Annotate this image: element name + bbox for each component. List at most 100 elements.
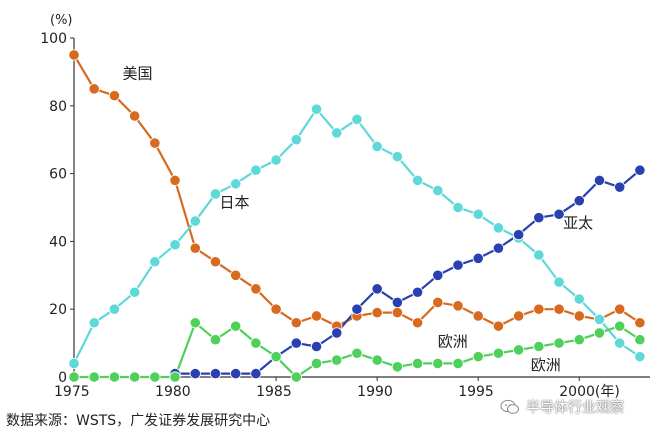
source-note: 数据来源：WSTS，广发证券发展研究中心 bbox=[6, 413, 271, 429]
data-point-1 bbox=[411, 174, 424, 186]
data-point-0 bbox=[290, 317, 302, 329]
data-point-2 bbox=[331, 327, 343, 339]
data-point-2 bbox=[230, 368, 242, 380]
data-point-0 bbox=[614, 303, 626, 315]
data-point-2 bbox=[513, 229, 525, 241]
data-point-2 bbox=[533, 212, 545, 224]
y-tick-label: 20 bbox=[49, 302, 67, 318]
data-point-0 bbox=[189, 242, 201, 254]
data-point-1 bbox=[371, 140, 383, 153]
data-point-1 bbox=[533, 249, 545, 261]
data-point-0 bbox=[391, 306, 403, 319]
data-point-1 bbox=[553, 276, 565, 288]
wechat-icon bbox=[500, 399, 519, 414]
data-point-0 bbox=[513, 310, 525, 322]
watermark-text: 半导体行业观察 bbox=[526, 400, 624, 416]
data-point-0 bbox=[492, 320, 505, 332]
x-tick-label: 1990 bbox=[357, 384, 393, 400]
data-point-1 bbox=[169, 239, 181, 251]
data-point-0 bbox=[533, 303, 545, 315]
data-point-1 bbox=[149, 256, 161, 268]
data-point-3 bbox=[573, 334, 585, 346]
data-point-2 bbox=[209, 368, 222, 380]
x-tick-label: 1975 bbox=[54, 384, 90, 400]
data-point-1 bbox=[129, 286, 141, 298]
series-label: 欧洲 bbox=[531, 356, 561, 374]
data-point-3 bbox=[189, 317, 201, 329]
data-point-1 bbox=[472, 208, 484, 220]
x-tick-label: 1980 bbox=[155, 384, 191, 400]
data-point-2 bbox=[593, 174, 606, 186]
data-point-3 bbox=[230, 320, 242, 332]
data-point-0 bbox=[310, 310, 323, 322]
data-point-2 bbox=[310, 340, 323, 353]
data-point-2 bbox=[189, 368, 201, 380]
series-label: 亚太 bbox=[563, 214, 593, 232]
data-point-1 bbox=[88, 317, 100, 329]
data-point-3 bbox=[533, 340, 545, 353]
data-point-1 bbox=[331, 127, 343, 139]
data-point-0 bbox=[129, 110, 141, 122]
data-point-2 bbox=[573, 195, 585, 207]
data-point-3 bbox=[472, 351, 484, 363]
y-tick-label: 60 bbox=[49, 167, 67, 183]
data-point-1 bbox=[573, 293, 585, 305]
data-point-1 bbox=[250, 164, 262, 176]
x-tick-label: 2000(年) bbox=[559, 384, 620, 400]
data-point-1 bbox=[634, 351, 646, 363]
data-point-3 bbox=[270, 351, 282, 363]
data-point-0 bbox=[149, 137, 161, 149]
data-point-2 bbox=[351, 303, 363, 315]
chart-axes: 0 20 40 60 80 100 (%) 1975 1980 1985 1990 1995 2000(… bbox=[40, 13, 650, 400]
data-point-2 bbox=[391, 296, 403, 309]
data-point-3 bbox=[614, 320, 626, 332]
data-point-1 bbox=[351, 113, 363, 125]
data-point-3 bbox=[553, 337, 565, 349]
data-point-1 bbox=[452, 201, 464, 214]
data-point-0 bbox=[88, 83, 100, 95]
data-point-0 bbox=[432, 296, 444, 309]
data-point-3 bbox=[411, 357, 424, 370]
data-point-0 bbox=[553, 303, 565, 315]
data-point-3 bbox=[432, 357, 444, 370]
data-point-3 bbox=[88, 371, 100, 383]
data-point-3 bbox=[149, 371, 161, 383]
data-point-1 bbox=[432, 184, 444, 197]
data-point-3 bbox=[310, 357, 323, 370]
data-point-3 bbox=[634, 334, 646, 346]
data-point-0 bbox=[411, 317, 424, 329]
data-point-2 bbox=[553, 208, 565, 220]
data-point-2 bbox=[452, 259, 464, 271]
data-point-1 bbox=[270, 154, 282, 166]
data-point-0 bbox=[472, 310, 484, 322]
data-point-2 bbox=[472, 252, 484, 264]
data-point-1 bbox=[108, 303, 121, 315]
data-point-0 bbox=[108, 90, 121, 102]
watermark: 半导体行业观察 bbox=[500, 397, 624, 417]
data-point-0 bbox=[371, 306, 383, 319]
data-point-3 bbox=[68, 371, 80, 383]
x-tick-label: 1985 bbox=[256, 384, 292, 400]
data-point-3 bbox=[452, 357, 464, 370]
data-point-1 bbox=[189, 215, 201, 227]
y-tick-label: 0 bbox=[58, 370, 67, 386]
data-point-2 bbox=[371, 283, 383, 295]
data-point-0 bbox=[250, 283, 262, 295]
data-point-0 bbox=[230, 269, 242, 281]
data-point-1 bbox=[593, 313, 606, 325]
data-point-1 bbox=[310, 103, 323, 115]
data-point-2 bbox=[634, 164, 646, 176]
series-points bbox=[68, 49, 646, 383]
data-point-2 bbox=[250, 368, 262, 380]
y-tick-label: 40 bbox=[49, 234, 67, 250]
data-point-1 bbox=[290, 134, 302, 146]
data-point-1 bbox=[230, 178, 242, 190]
data-point-2 bbox=[411, 286, 424, 298]
y-tick-label: 100 bbox=[40, 31, 67, 47]
data-point-1 bbox=[614, 337, 626, 349]
data-point-3 bbox=[209, 334, 222, 346]
data-point-3 bbox=[513, 344, 525, 356]
data-point-1 bbox=[209, 188, 222, 200]
data-point-3 bbox=[371, 354, 383, 366]
